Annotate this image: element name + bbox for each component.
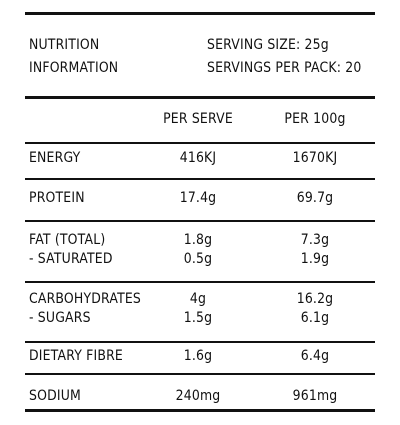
row-divider <box>25 281 375 283</box>
serving-size: SERVING SIZE: 25g <box>207 37 329 53</box>
energy-per-serve: 416KJ <box>179 150 217 166</box>
sodium-per-100g: 961mg <box>292 388 338 404</box>
saturated-per-100g: 1.9g <box>300 251 330 267</box>
column-header-per-100g: PER 100g <box>284 111 346 127</box>
nutrition-information-panel: NUTRITION INFORMATION SERVING SIZE: 25g … <box>25 12 375 412</box>
fat-total-per-serve: 1.8g <box>183 232 213 248</box>
sodium-per-serve: 240mg <box>175 388 221 404</box>
row-label-fat-total: FAT (TOTAL) <box>29 232 106 248</box>
header-divider <box>25 96 375 99</box>
protein-per-100g: 69.7g <box>296 190 334 206</box>
row-label-sugars: - SUGARS <box>29 310 91 326</box>
top-border <box>25 12 375 15</box>
energy-per-100g: 1670KJ <box>292 150 338 166</box>
column-header-per-serve: PER SERVE <box>163 111 233 127</box>
dietary-fibre-per-serve: 1.6g <box>183 348 213 364</box>
row-label-energy: ENERGY <box>29 150 81 166</box>
row-label-saturated: - SATURATED <box>29 251 113 267</box>
protein-per-serve: 17.4g <box>179 190 217 206</box>
sugars-per-100g: 6.1g <box>300 310 330 326</box>
dietary-fibre-per-100g: 6.4g <box>300 348 330 364</box>
row-divider <box>25 373 375 375</box>
servings-per-pack: SERVINGS PER PACK: 20 <box>207 60 362 76</box>
row-divider <box>25 341 375 343</box>
row-label-sodium: SODIUM <box>29 388 81 404</box>
row-label-protein: PROTEIN <box>29 190 85 206</box>
row-label-carbohydrates: CARBOHYDRATES <box>29 291 142 307</box>
carbohydrates-per-100g: 16.2g <box>296 291 334 307</box>
panel-title-line2: INFORMATION <box>29 60 119 76</box>
sugars-per-serve: 1.5g <box>183 310 213 326</box>
saturated-per-serve: 0.5g <box>183 251 213 267</box>
fat-total-per-100g: 7.3g <box>300 232 330 248</box>
row-divider <box>25 178 375 180</box>
row-label-dietary-fibre: DIETARY FIBRE <box>29 348 123 364</box>
carbohydrates-per-serve: 4g <box>189 291 207 307</box>
row-divider <box>25 220 375 222</box>
row-divider <box>25 142 375 144</box>
panel-title-line1: NUTRITION <box>29 37 100 53</box>
bottom-border <box>25 409 375 412</box>
